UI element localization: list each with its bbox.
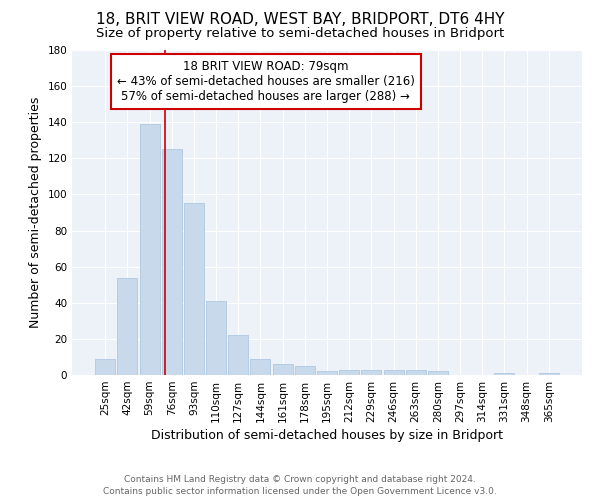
Text: Size of property relative to semi-detached houses in Bridport: Size of property relative to semi-detach…	[96, 28, 504, 40]
Bar	[118, 278, 137, 375]
Bar	[162, 150, 182, 375]
Bar	[361, 370, 382, 375]
Bar	[206, 301, 226, 375]
Bar	[228, 336, 248, 375]
Text: 18 BRIT VIEW ROAD: 79sqm
← 43% of semi-detached houses are smaller (216)
57% of : 18 BRIT VIEW ROAD: 79sqm ← 43% of semi-d…	[117, 60, 415, 103]
Bar	[272, 364, 293, 375]
Bar	[539, 373, 559, 375]
Bar	[383, 370, 404, 375]
Bar	[317, 372, 337, 375]
Y-axis label: Number of semi-detached properties: Number of semi-detached properties	[29, 97, 42, 328]
X-axis label: Distribution of semi-detached houses by size in Bridport: Distribution of semi-detached houses by …	[151, 429, 503, 442]
Bar	[339, 370, 359, 375]
Bar	[95, 359, 115, 375]
Bar	[295, 366, 315, 375]
Bar	[428, 372, 448, 375]
Bar	[406, 370, 426, 375]
Bar	[184, 204, 204, 375]
Text: Contains HM Land Registry data © Crown copyright and database right 2024.
Contai: Contains HM Land Registry data © Crown c…	[103, 474, 497, 496]
Text: 18, BRIT VIEW ROAD, WEST BAY, BRIDPORT, DT6 4HY: 18, BRIT VIEW ROAD, WEST BAY, BRIDPORT, …	[96, 12, 504, 28]
Bar	[250, 359, 271, 375]
Bar	[494, 373, 514, 375]
Bar	[140, 124, 160, 375]
